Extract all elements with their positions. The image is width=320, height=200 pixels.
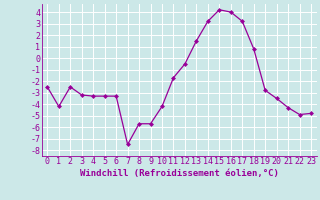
X-axis label: Windchill (Refroidissement éolien,°C): Windchill (Refroidissement éolien,°C) <box>80 169 279 178</box>
